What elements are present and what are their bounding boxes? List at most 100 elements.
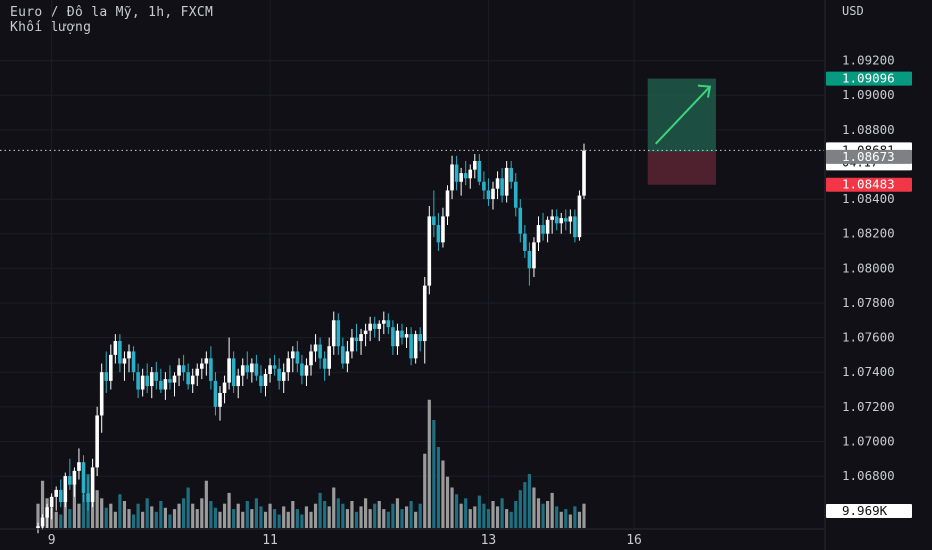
candle xyxy=(168,365,172,390)
candle-body xyxy=(195,368,200,376)
candle-body xyxy=(413,334,418,359)
candle xyxy=(554,209,559,231)
candle-body xyxy=(245,365,250,373)
price-tick-label: 1.08000 xyxy=(842,260,895,275)
candle-body xyxy=(99,372,104,416)
long-position-tool xyxy=(647,78,716,185)
candle-body xyxy=(154,372,159,381)
volume-bar xyxy=(191,503,195,528)
price-tick-label: 1.06800 xyxy=(842,468,895,483)
candle xyxy=(432,190,436,238)
candle-body xyxy=(382,320,386,324)
volume-bar xyxy=(523,482,527,528)
candle xyxy=(518,199,523,243)
volume-bar xyxy=(341,503,345,528)
candle-body xyxy=(573,216,577,238)
candle-body xyxy=(186,372,190,385)
candle xyxy=(177,358,181,387)
candle xyxy=(468,164,473,189)
candle xyxy=(350,328,354,359)
candle xyxy=(213,372,218,416)
candle xyxy=(377,320,382,342)
candle xyxy=(186,363,190,390)
candle xyxy=(386,313,391,335)
volume-bar xyxy=(313,503,318,528)
candle xyxy=(140,368,145,397)
candle-body xyxy=(395,330,400,347)
volume-bar xyxy=(131,514,136,528)
price-tick-label: 1.07800 xyxy=(842,295,895,310)
candle xyxy=(391,320,395,355)
candle-body xyxy=(400,330,404,338)
candle-body xyxy=(436,225,441,243)
volume-bar xyxy=(232,509,236,528)
volume-bar xyxy=(491,501,495,528)
candle-body xyxy=(532,242,536,269)
candle-body xyxy=(291,351,295,359)
candle xyxy=(477,154,482,186)
volume-bar xyxy=(505,509,509,528)
candle-body xyxy=(209,358,213,381)
volume-bar xyxy=(204,480,208,528)
candle xyxy=(81,455,86,503)
candle-body xyxy=(190,375,195,385)
candle xyxy=(304,358,309,387)
volume-bar xyxy=(36,503,40,528)
candle xyxy=(295,341,300,373)
candle-body xyxy=(377,323,382,329)
candle xyxy=(113,334,118,364)
candle xyxy=(422,276,427,364)
candle xyxy=(318,337,322,369)
volume-bar xyxy=(550,492,554,528)
volume-bar xyxy=(309,511,313,528)
candle-body xyxy=(40,517,45,527)
candle-body xyxy=(218,392,222,407)
entry-price-badge-text: 1.08673 xyxy=(842,149,895,164)
stop-loss-zone xyxy=(647,151,716,185)
candle xyxy=(400,323,404,345)
candle xyxy=(104,351,109,393)
candle xyxy=(482,171,486,200)
candle xyxy=(331,311,336,355)
candle xyxy=(500,167,504,203)
candle xyxy=(441,207,445,248)
volume-bar xyxy=(254,498,258,528)
candle-body xyxy=(422,285,427,342)
candle-body xyxy=(159,380,163,390)
volume-bar xyxy=(63,501,67,528)
volume-indicator-label[interactable]: Khối lượng xyxy=(10,20,92,35)
candle-body xyxy=(54,489,58,497)
candle xyxy=(413,330,418,364)
candle xyxy=(90,458,95,508)
candle xyxy=(204,351,209,376)
candle-body xyxy=(468,169,473,179)
candle xyxy=(54,486,58,511)
volume-bar xyxy=(527,474,531,528)
candle xyxy=(418,327,422,352)
candle xyxy=(473,154,477,179)
candle xyxy=(40,514,45,530)
arrow-icon xyxy=(654,85,711,145)
candle-body xyxy=(118,341,122,364)
volume-bar xyxy=(509,511,513,528)
candle xyxy=(145,363,149,393)
volume-bar xyxy=(277,514,281,528)
candle xyxy=(163,372,168,400)
candle xyxy=(573,209,577,243)
volume-bar xyxy=(91,487,95,528)
candle-body xyxy=(545,219,550,234)
candle-body xyxy=(454,164,459,182)
symbol-title[interactable]: Euro / Đô la Mỹ, 1h, FXCM xyxy=(10,5,214,20)
candle-body xyxy=(568,216,573,222)
volume-bar xyxy=(59,514,63,528)
volume-bar xyxy=(500,498,504,528)
candle xyxy=(250,358,254,383)
candle xyxy=(523,225,527,258)
volume-bar xyxy=(541,503,545,528)
candle xyxy=(72,467,77,497)
candle-body xyxy=(58,489,63,503)
candle xyxy=(45,503,49,528)
volume-bar xyxy=(423,453,427,528)
volume-bar xyxy=(368,509,372,528)
